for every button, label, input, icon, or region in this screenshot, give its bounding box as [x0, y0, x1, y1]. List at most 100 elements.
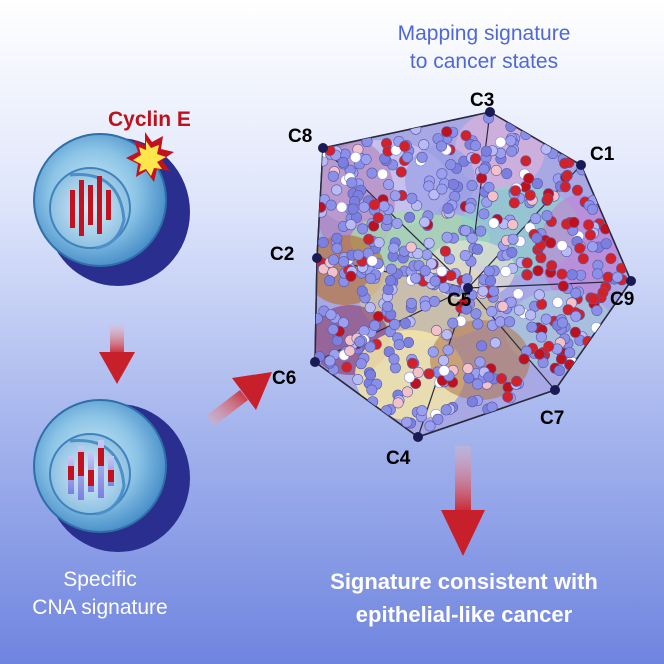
sample-point [533, 348, 545, 360]
sample-point [476, 172, 488, 184]
sample-point [418, 139, 430, 151]
sample-point [501, 168, 513, 180]
sample-point [410, 272, 422, 284]
sample-point [489, 337, 501, 349]
state-label-c5: C5 [447, 290, 472, 311]
sample-point [428, 295, 440, 307]
sample-point [508, 197, 520, 209]
sample-point [521, 257, 533, 269]
sample-point [399, 140, 411, 152]
sample-point [555, 353, 567, 365]
sample-point [405, 297, 417, 309]
sample-point [356, 285, 368, 297]
sample-point [559, 157, 571, 169]
sample-point [366, 384, 378, 396]
sample-point [506, 246, 518, 258]
sample-point [442, 344, 454, 356]
sample-point [448, 284, 460, 296]
sample-point [483, 371, 495, 383]
sample-point [485, 275, 497, 287]
sample-point [461, 273, 473, 285]
sample-point [421, 249, 433, 261]
sample-point [475, 225, 487, 237]
sample-point [357, 223, 369, 235]
sample-point [325, 309, 337, 321]
sample-point [385, 263, 397, 275]
sample-point [466, 232, 478, 244]
sample-point [447, 178, 459, 190]
sample-point [466, 396, 478, 408]
sample-point [427, 346, 439, 358]
sample-point [584, 229, 596, 241]
sample-point [507, 233, 519, 245]
sample-point [347, 203, 359, 215]
sample-point [553, 364, 565, 376]
sample-point [447, 317, 459, 329]
sample-point [490, 164, 502, 176]
state-label-c3: C3 [470, 90, 494, 111]
sample-point [364, 341, 376, 353]
sample-point [372, 212, 384, 224]
sample-point [315, 201, 326, 213]
sample-point [412, 248, 424, 260]
sample-point [403, 371, 415, 383]
sample-point [324, 275, 336, 287]
cna-label-line2: CNA signature [32, 596, 167, 619]
sample-point [556, 240, 568, 252]
sample-point [478, 208, 490, 220]
sample-point [423, 180, 435, 192]
sample-point [341, 361, 353, 373]
sample-point [416, 151, 428, 163]
sample-point [470, 308, 482, 320]
sample-point [389, 190, 401, 202]
sample-point [535, 331, 547, 343]
sample-point [429, 275, 441, 287]
sample-point [345, 219, 357, 231]
sample-point [404, 211, 416, 223]
sample-point [399, 317, 411, 329]
cyclin-e-burst-icon [126, 132, 174, 182]
sample-point [358, 201, 370, 213]
sample-point [469, 153, 481, 165]
sample-point [507, 219, 519, 231]
sample-point [346, 177, 358, 189]
sample-point [410, 123, 422, 135]
sample-point [392, 397, 404, 409]
nuclear-envelope [69, 439, 126, 516]
sample-point [352, 249, 364, 261]
sample-point [442, 202, 454, 214]
sample-point [559, 181, 571, 193]
sample-point [402, 336, 414, 348]
sample-point [419, 265, 431, 277]
sample-point [419, 300, 431, 312]
cyclin-e-label: Cyclin E [108, 108, 191, 131]
sample-point [487, 190, 499, 202]
mapping-title-line2: to cancer states [410, 50, 558, 73]
sample-point [441, 126, 453, 138]
sample-point [428, 189, 440, 201]
sample-point [509, 185, 521, 197]
sample-point [472, 243, 484, 255]
sample-point [401, 416, 413, 428]
sample-point [436, 168, 448, 180]
sample-point [526, 321, 538, 333]
sample-point [368, 199, 380, 211]
sample-point [345, 270, 357, 282]
sample-point [460, 303, 472, 315]
sample-point [536, 298, 548, 310]
sample-point [488, 217, 500, 229]
scatter-points [315, 112, 628, 432]
sample-point [600, 238, 612, 250]
sample-point [541, 210, 553, 222]
sample-point [327, 323, 339, 335]
sample-point [502, 391, 514, 403]
sample-point [556, 268, 568, 280]
sample-point [377, 168, 389, 180]
sample-point [577, 253, 589, 265]
sample-point [495, 136, 507, 148]
down-arrow-2 [441, 446, 485, 556]
sample-point [530, 213, 542, 225]
chromosome-bars [70, 176, 111, 236]
sample-point [583, 219, 595, 231]
